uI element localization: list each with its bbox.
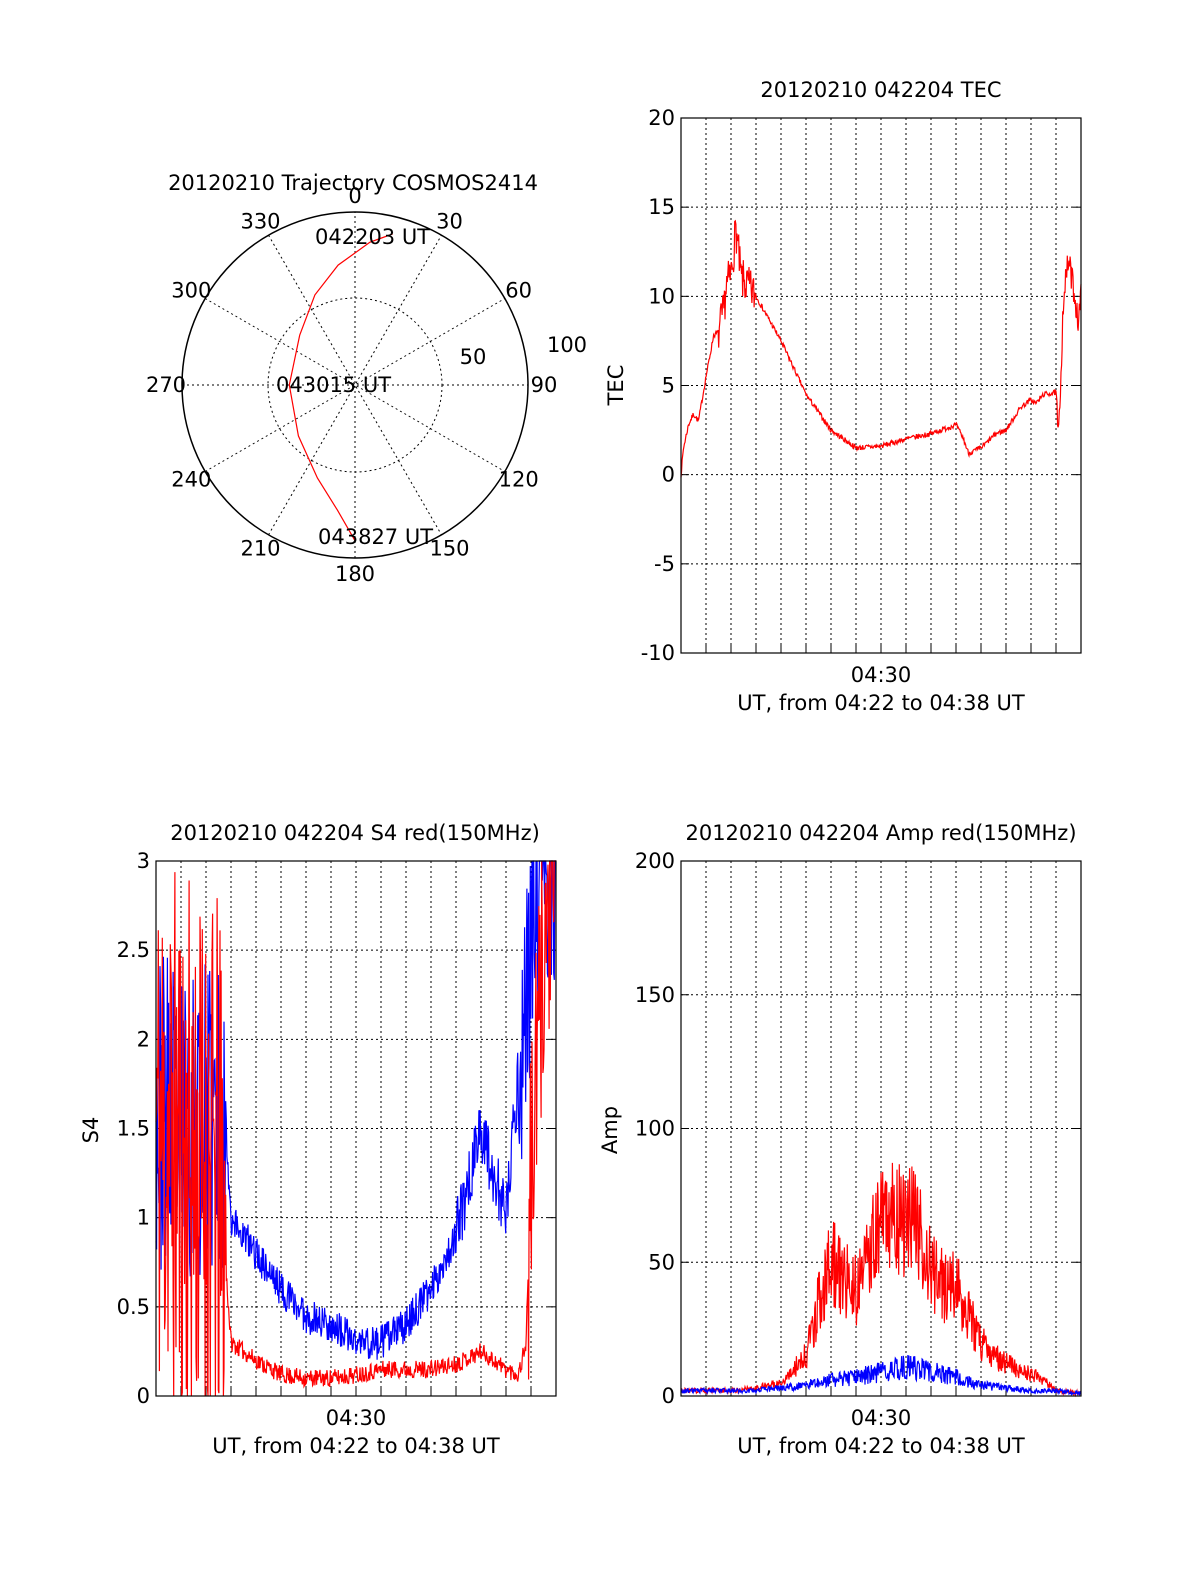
tec-y-tick-labels: -10 -5 0 5 10 15 20: [641, 106, 675, 665]
azimuth-label: 150: [429, 537, 469, 561]
amp-panel: 20120210 042204 Amp red(150MHz) 0 50 100 15…: [598, 821, 1082, 1458]
y-tick-label: 1.5: [117, 1117, 150, 1141]
y-tick-label: 2.5: [117, 938, 150, 962]
amp-x-axis-label: UT, from 04:22 to 04:38 UT: [737, 1434, 1025, 1458]
azimuth-label: 210: [240, 537, 280, 561]
azimuth-label: 180: [335, 562, 375, 586]
azimuth-label: 30: [436, 209, 463, 233]
y-tick-label: 0: [137, 1384, 150, 1408]
y-tick-label: 20: [648, 106, 675, 130]
y-tick-label: 200: [635, 849, 675, 873]
tec-y-axis-label: TEC: [604, 365, 628, 407]
azimuth-label: 90: [531, 373, 558, 397]
azimuth-label: 300: [171, 279, 211, 303]
y-tick-label: 2: [137, 1027, 150, 1051]
y-tick-label: 150: [635, 983, 675, 1007]
tec-x-axis-label: UT, from 04:22 to 04:38 UT: [737, 691, 1025, 715]
azimuth-label: 270: [146, 373, 186, 397]
s4-y-tick-labels: 0 0.5 1 1.5 2 2.5 3: [117, 849, 150, 1408]
amp-y-axis-label: Amp: [598, 1106, 622, 1154]
tec-plot-frame: [680, 117, 1082, 654]
s4-y-axis-label: S4: [79, 1117, 103, 1144]
y-tick-label: 15: [648, 195, 675, 219]
y-tick-label: 50: [648, 1250, 675, 1274]
y-tick-label: -5: [654, 552, 675, 576]
trajectory-mid-annotation: 043015 UT: [276, 373, 391, 397]
amp-title: 20120210 042204 Amp red(150MHz): [685, 821, 1076, 845]
y-tick-label: -10: [641, 641, 675, 665]
azimuth-label: 120: [499, 468, 539, 492]
y-tick-label: 0: [662, 1384, 675, 1408]
azimuth-labels: 0 30 60 90 120 150 180 210 240 270 300 330: [146, 184, 557, 586]
azimuth-label: 0: [348, 184, 361, 208]
trajectory-start-annotation: 042203 UT: [315, 225, 430, 249]
amp-grid: [681, 860, 1081, 1397]
y-tick-label: 10: [648, 284, 675, 308]
s4-plot-frame: [155, 860, 557, 1397]
azimuth-label: 240: [171, 468, 211, 492]
y-tick-label: 0.5: [117, 1295, 150, 1319]
amp-x-tick-label: 04:30: [851, 1406, 912, 1430]
tec-grid: [681, 117, 1081, 654]
tec-series-line: [680, 219, 1082, 478]
azimuth-label: 330: [240, 209, 280, 233]
s4-x-tick-label: 04:30: [326, 1406, 387, 1430]
s4-panel: 20120210 042204 S4 red(150MHz) 0 0.5 1 1.5 2…: [79, 821, 557, 1458]
trajectory-title: 20120210 Trajectory COSMOS2414: [168, 171, 538, 195]
y-tick-label: 0: [662, 463, 675, 487]
y-tick-label: 3: [137, 849, 150, 873]
radius-label-50: 50: [460, 345, 487, 369]
s4-title: 20120210 042204 S4 red(150MHz): [170, 821, 540, 845]
trajectory-line: [288, 233, 393, 541]
y-tick-label: 100: [635, 1117, 675, 1141]
azimuth-label: 60: [505, 279, 532, 303]
amp-plot-frame: [680, 860, 1082, 1397]
s4-red-series-line: [155, 860, 556, 1397]
s4-x-axis-label: UT, from 04:22 to 04:38 UT: [212, 1434, 500, 1458]
y-tick-label: 1: [137, 1206, 150, 1230]
tec-x-tick-label: 04:30: [851, 663, 912, 687]
y-tick-label: 5: [662, 374, 675, 398]
trajectory-end-annotation: 043827 UT: [318, 525, 433, 549]
amp-blue-series-line: [680, 1354, 1082, 1397]
trajectory-panel: 20120210 Trajectory COSMOS2414 0 30 60 90 12…: [146, 171, 587, 586]
amp-y-tick-labels: 0 50 100 150 200: [635, 849, 675, 1408]
amp-red-series-line: [680, 1162, 1082, 1398]
tec-title: 20120210 042204 TEC: [760, 78, 1001, 102]
radius-label-100: 100: [547, 333, 587, 357]
